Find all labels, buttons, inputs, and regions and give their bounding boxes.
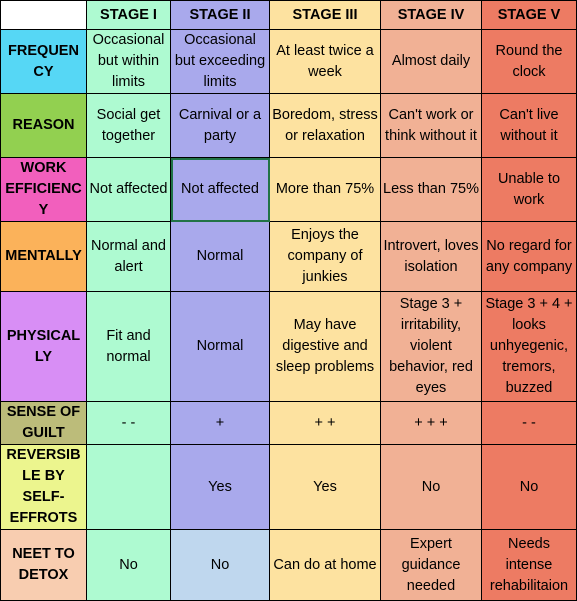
table-row-need-to-detox: NEET TO DETOX No No Can do at home Exper… [0,529,577,601]
cell-guilt-stage-1[interactable]: - - [86,401,171,445]
table-row-work-efficiency: WORK EFFICIENCY Not affected Not affecte… [0,157,577,222]
cell-frequency-stage-3[interactable]: At least twice a week [269,29,381,94]
cell-mentally-stage-5[interactable]: No regard for any company [481,221,577,292]
cell-detox-stage-5[interactable]: Needs intense rehabilitaion [481,529,577,601]
cell-physically-stage-1[interactable]: Fit and normal [86,291,171,402]
cell-mentally-stage-4[interactable]: Introvert, loves isolation [380,221,482,292]
row-label-sense-of-guilt[interactable]: SENSE OF GUILT [0,401,87,445]
corner-cell[interactable] [0,0,87,30]
header-row: STAGE I STAGE II STAGE III STAGE IV STAG… [0,0,577,30]
table-row-sense-of-guilt: SENSE OF GUILT - - + + + + + + - - [0,401,577,445]
cell-frequency-stage-5[interactable]: Round the clock [481,29,577,94]
cell-physically-stage-2[interactable]: Normal [170,291,270,402]
cell-reason-stage-5[interactable]: Can't live without it [481,93,577,158]
cell-frequency-stage-2[interactable]: Occasional but exceeding limits [170,29,270,94]
table-row-reason: REASON Social get together Carnival or a… [0,93,577,158]
cell-guilt-stage-3[interactable]: + + [269,401,381,445]
cell-reversible-stage-4[interactable]: No [380,444,482,530]
cell-physically-stage-5[interactable]: Stage 3 + 4 + looks unhyegenic, tremors,… [481,291,577,402]
cell-reason-stage-1[interactable]: Social get together [86,93,171,158]
cell-reason-stage-2[interactable]: Carnival or a party [170,93,270,158]
cell-frequency-stage-4[interactable]: Almost daily [380,29,482,94]
cell-physically-stage-3[interactable]: May have digestive and sleep problems [269,291,381,402]
cell-work-efficiency-stage-1[interactable]: Not affected [86,157,171,222]
cell-reversible-stage-5[interactable]: No [481,444,577,530]
row-label-reason[interactable]: REASON [0,93,87,158]
header-stage-5[interactable]: STAGE V [481,0,577,30]
table-row-mentally: MENTALLY Normal and alert Normal Enjoys … [0,221,577,292]
cell-work-efficiency-stage-3[interactable]: More than 75% [269,157,381,222]
row-label-reversible[interactable]: REVERSIBLE BY SELF-EFFROTS [0,444,87,530]
cell-reversible-stage-3[interactable]: Yes [269,444,381,530]
cell-frequency-stage-1[interactable]: Occasional but within limits [86,29,171,94]
table-row-frequency: FREQUENCY Occasional but within limits O… [0,29,577,94]
header-stage-4[interactable]: STAGE IV [380,0,482,30]
cell-mentally-stage-3[interactable]: Enjoys the company of junkies [269,221,381,292]
cell-mentally-stage-2[interactable]: Normal [170,221,270,292]
cell-guilt-stage-2[interactable]: + [170,401,270,445]
cell-work-efficiency-stage-2[interactable]: Not affected [170,157,270,222]
cell-work-efficiency-stage-5[interactable]: Unable to work [481,157,577,222]
cell-guilt-stage-4[interactable]: + + + [380,401,482,445]
row-label-frequency[interactable]: FREQUENCY [0,29,87,94]
table-row-physically: PHYSICALLY Fit and normal Normal May hav… [0,291,577,402]
cell-detox-stage-4[interactable]: Expert guidance needed [380,529,482,601]
cell-mentally-stage-1[interactable]: Normal and alert [86,221,171,292]
cell-detox-stage-2[interactable]: No [170,529,270,601]
row-label-physically[interactable]: PHYSICALLY [0,291,87,402]
cell-reversible-stage-1[interactable] [86,444,171,530]
row-label-mentally[interactable]: MENTALLY [0,221,87,292]
row-label-work-efficiency[interactable]: WORK EFFICIENCY [0,157,87,222]
cell-work-efficiency-stage-4[interactable]: Less than 75% [380,157,482,222]
row-label-need-to-detox[interactable]: NEET TO DETOX [0,529,87,601]
cell-reason-stage-4[interactable]: Can't work or think without it [380,93,482,158]
cell-reversible-stage-2[interactable]: Yes [170,444,270,530]
cell-guilt-stage-5[interactable]: - - [481,401,577,445]
cell-physically-stage-4[interactable]: Stage 3 + irritability, violent behavior… [380,291,482,402]
cell-reason-stage-3[interactable]: Boredom, stress or relaxation [269,93,381,158]
table-row-reversible: REVERSIBLE BY SELF-EFFROTS Yes Yes No No [0,444,577,530]
header-stage-2[interactable]: STAGE II [170,0,270,30]
header-stage-3[interactable]: STAGE III [269,0,381,30]
cell-detox-stage-1[interactable]: No [86,529,171,601]
header-stage-1[interactable]: STAGE I [86,0,171,30]
cell-detox-stage-3[interactable]: Can do at home [269,529,381,601]
